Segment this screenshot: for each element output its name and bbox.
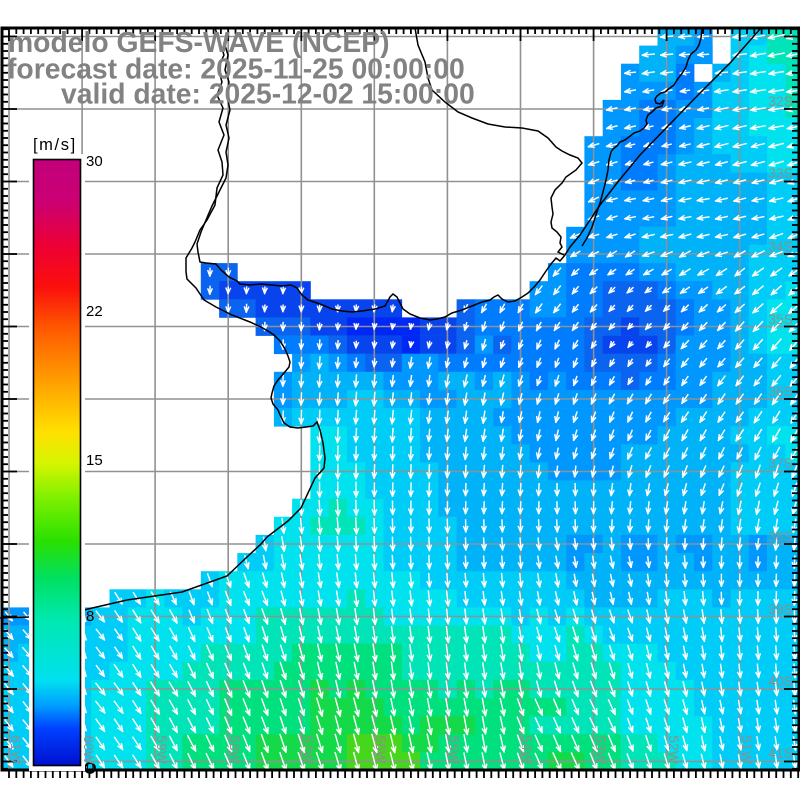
svg-text:forecast date: 2025-11-25 00:0: forecast date: 2025-11-25 00:00:00	[7, 53, 465, 85]
svg-text:61W: 61W	[8, 735, 24, 765]
svg-text:57W: 57W	[300, 735, 316, 765]
svg-text:41S: 41S	[768, 745, 793, 761]
svg-text:54W: 54W	[519, 735, 535, 765]
svg-text:52W: 52W	[666, 735, 682, 765]
svg-text:37S: 37S	[768, 455, 793, 471]
svg-text:22: 22	[86, 303, 103, 320]
svg-text:35S: 35S	[768, 311, 793, 327]
svg-text:39S: 39S	[768, 601, 793, 617]
svg-text:53W: 53W	[593, 735, 609, 765]
svg-text:55W: 55W	[446, 735, 462, 765]
svg-text:[m/s]: [m/s]	[33, 136, 77, 154]
svg-text:58W: 58W	[227, 735, 243, 765]
svg-text:32S: 32S	[768, 93, 793, 109]
svg-text:38S: 38S	[768, 528, 793, 544]
svg-text:40S: 40S	[768, 673, 793, 689]
svg-text:33S: 33S	[768, 165, 793, 181]
svg-text:56W: 56W	[373, 735, 389, 765]
svg-text:15: 15	[86, 452, 103, 469]
svg-text:30: 30	[86, 153, 103, 170]
svg-text:34S: 34S	[768, 238, 793, 254]
svg-text:valid date: 2025-12-02 15:00:0: valid date: 2025-12-02 15:00:00	[61, 78, 475, 110]
svg-text:8: 8	[86, 608, 94, 625]
svg-text:51W: 51W	[739, 735, 755, 765]
svg-text:36S: 36S	[768, 383, 793, 399]
svg-text:60W: 60W	[81, 735, 97, 765]
svg-text:59W: 59W	[154, 735, 170, 765]
svg-text:modelo GEFS-WAVE (NCEP): modelo GEFS-WAVE (NCEP)	[8, 26, 390, 58]
svg-text:0: 0	[86, 759, 94, 776]
